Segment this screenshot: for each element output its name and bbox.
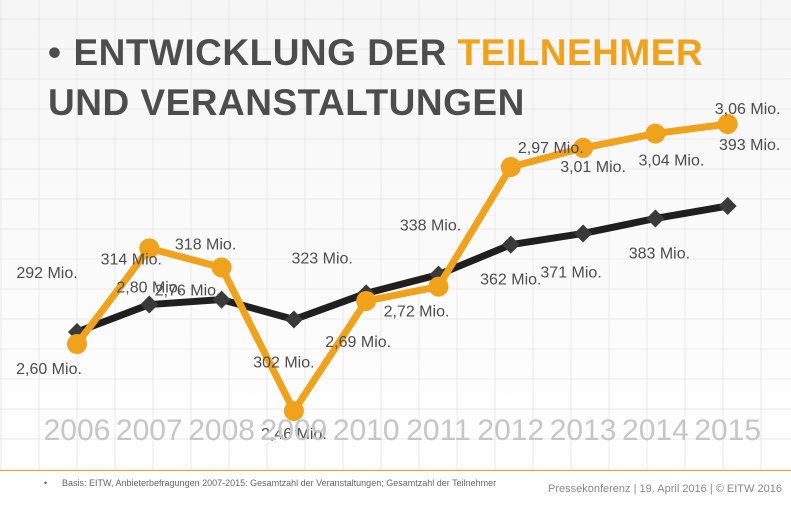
x-tick-label-2015: 2015: [694, 414, 761, 447]
events-label-2014: 383 Mio.: [629, 245, 690, 262]
participants-label-2011: 2,72 Mio.: [384, 304, 450, 321]
events-label-2008: 318 Mio.: [175, 237, 236, 254]
events-point-2009: [284, 310, 303, 329]
x-tick-label-2012: 2012: [477, 414, 544, 447]
events-point-2007: [140, 295, 159, 314]
participants-point-2009: [283, 400, 304, 421]
footnote-bullet: •: [44, 478, 48, 488]
x-tick-label-2014: 2014: [622, 414, 689, 447]
participants-label-2013: 3,01 Mio.: [560, 159, 626, 176]
x-tick-label-2010: 2010: [333, 414, 400, 447]
participants-point-2010: [356, 290, 377, 311]
events-label-2015: 393 Mio.: [719, 137, 780, 154]
events-label-2007: 314 Mio.: [101, 252, 162, 269]
participants-label-2012: 2,97 Mio.: [518, 140, 584, 157]
participants-label-2010: 2,69 Mio.: [325, 334, 391, 351]
participants-point-2015: [717, 114, 738, 134]
x-tick-label-2011: 2011: [406, 414, 471, 447]
participants-point-2011: [428, 276, 449, 297]
participants-point-2012: [500, 157, 521, 178]
participants-label-2015: 3,06 Mio.: [715, 101, 781, 118]
events-point-2013: [574, 224, 593, 243]
background: [0, 0, 791, 470]
participants-line: [74, 120, 729, 415]
participants-label-2006: 2,60 Mio.: [16, 361, 82, 378]
page-title: • ENTWICKLUNG DER TEILNEHMER UND VERANSTA…: [48, 28, 703, 128]
events-label-2009: 302 Mio.: [253, 355, 314, 372]
events-point-2015: [718, 197, 737, 215]
events-line: [75, 202, 729, 336]
events-point-2008: [212, 290, 231, 309]
footer-divider: [0, 470, 791, 471]
title-part1: ENTWICKLUNG DER: [73, 32, 458, 73]
title-accent: TEILNEHMER: [457, 32, 704, 73]
participants-label-2007: 2,80 Mio.: [116, 279, 182, 296]
participants-point-2006: [67, 334, 87, 354]
participants-point-2014: [645, 123, 666, 144]
x-tick-label-2013: 2013: [550, 414, 617, 447]
x-tick-label-2008: 2008: [188, 414, 255, 447]
events-label-2006: 292 Mio.: [16, 265, 77, 282]
events-label-2013: 371 Mio.: [540, 264, 601, 281]
events-label-2011: 338 Mio.: [400, 218, 461, 235]
x-tick-label-2009: 2009: [261, 414, 328, 447]
events-label-2012: 362 Mio.: [480, 272, 541, 289]
participants-point-2007: [139, 238, 160, 259]
events-point-2012: [501, 235, 520, 254]
participants-point-2013: [573, 137, 594, 158]
title-line2: UND VERANSTALTUNGEN: [48, 82, 525, 123]
participants-label-2008: 2,76 Mio.: [155, 282, 221, 299]
footnote: Basis: EITW, Anbieterbefragungen 2007-20…: [62, 478, 497, 488]
events-point-2014: [646, 209, 665, 228]
participants-label-2009: 2,46 Mio.: [261, 426, 327, 443]
title-bullet: •: [48, 32, 62, 73]
events-label-2010: 323 Mio.: [292, 250, 353, 267]
participants-point-2008: [211, 257, 232, 278]
x-tick-label-2007: 2007: [116, 414, 183, 447]
participants-label-2014: 3,04 Mio.: [638, 153, 704, 170]
footer-info: Pressekonferenz | 19. April 2016 | © EIT…: [548, 483, 782, 495]
x-tick-label-2006: 2006: [44, 414, 111, 447]
line-chart: 2,60 Mio. 2,80 Mio.2,76 Mio. 2,46 Mio. 2,69…: [16, 101, 781, 447]
